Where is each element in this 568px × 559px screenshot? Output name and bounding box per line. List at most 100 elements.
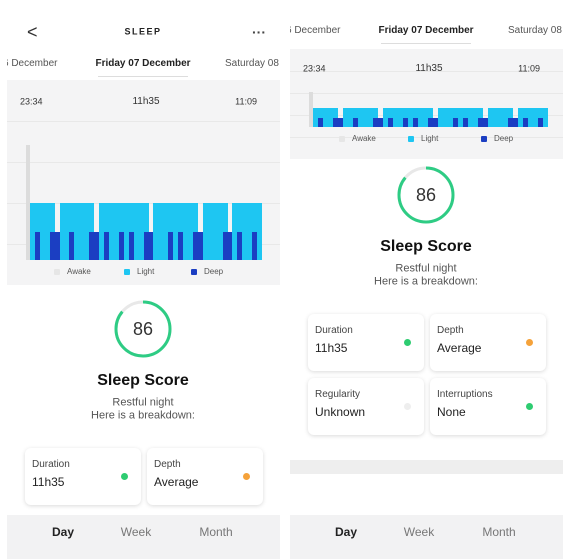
grid-line bbox=[290, 93, 563, 94]
menu-button[interactable]: ··· bbox=[252, 24, 266, 40]
next-date[interactable]: Saturday 08 bbox=[508, 25, 562, 36]
light-sleep-segment bbox=[488, 108, 494, 127]
tab[interactable]: Month bbox=[199, 525, 233, 539]
legend-dot bbox=[481, 136, 487, 142]
tab[interactable]: Month bbox=[482, 525, 516, 539]
light-sleep-segment bbox=[498, 108, 504, 127]
metric-value: Average bbox=[437, 341, 482, 355]
metric-card[interactable]: Depth Average bbox=[430, 314, 546, 371]
metric-card[interactable]: Duration 11h35 bbox=[308, 314, 424, 371]
deep-sleep-segment bbox=[508, 117, 514, 127]
legend-label: Awake bbox=[352, 134, 376, 143]
light-sleep-segment bbox=[478, 108, 484, 118]
light-sleep-segment bbox=[237, 203, 243, 232]
prev-date[interactable]: 6 December bbox=[7, 58, 58, 69]
score-value: 86 bbox=[415, 185, 437, 205]
deep-sleep-segment bbox=[34, 231, 41, 260]
light-sleep-segment bbox=[183, 203, 189, 260]
score-prompt: Here is a breakdown: bbox=[374, 275, 478, 288]
deep-sleep-segment bbox=[428, 117, 434, 127]
light-sleep-segment bbox=[49, 203, 55, 232]
tab[interactable]: Day bbox=[51, 525, 75, 539]
score-summary: Restful night bbox=[112, 396, 174, 409]
light-sleep-segment bbox=[257, 203, 263, 260]
score-ring-arc bbox=[397, 166, 455, 224]
light-sleep-segment bbox=[252, 203, 258, 232]
light-sleep-segment bbox=[358, 108, 364, 127]
tab-bar bbox=[7, 515, 280, 559]
deep-sleep-segment bbox=[222, 231, 228, 260]
metric-label: Depth bbox=[154, 459, 181, 470]
light-sleep-segment bbox=[438, 108, 444, 127]
deep-sleep-segment bbox=[333, 117, 339, 127]
status-dot bbox=[404, 403, 411, 410]
status-dot bbox=[121, 473, 128, 480]
deep-sleep-segment bbox=[128, 231, 134, 260]
light-sleep-segment bbox=[232, 203, 238, 260]
metric-value: 11h35 bbox=[315, 341, 348, 355]
light-sleep-segment bbox=[423, 108, 429, 127]
current-date[interactable]: Friday 07 December bbox=[95, 58, 191, 69]
light-sleep-segment bbox=[64, 203, 70, 260]
deep-sleep-segment bbox=[403, 117, 409, 127]
deep-sleep-segment bbox=[353, 117, 359, 127]
deep-sleep-segment bbox=[178, 231, 184, 260]
legend-dot bbox=[191, 269, 197, 275]
light-sleep-segment bbox=[313, 108, 319, 127]
light-sleep-segment bbox=[34, 203, 41, 232]
chart-start-time: 23:34 bbox=[303, 63, 326, 74]
grid-line bbox=[7, 162, 280, 163]
metric-card[interactable]: Duration 11h35 bbox=[25, 448, 141, 505]
deep-sleep-segment bbox=[433, 117, 439, 127]
light-sleep-segment bbox=[158, 203, 164, 260]
metric-card[interactable]: Depth Average bbox=[147, 448, 263, 505]
back-button[interactable]: < bbox=[27, 22, 38, 42]
light-sleep-segment bbox=[192, 203, 199, 232]
tab-bar bbox=[290, 515, 563, 559]
light-sleep-segment bbox=[222, 203, 228, 232]
light-sleep-segment bbox=[463, 108, 469, 118]
next-date[interactable]: Saturday 08 bbox=[225, 58, 279, 69]
metric-card[interactable]: Interruptions None bbox=[430, 378, 546, 435]
metric-label: Regularity bbox=[315, 389, 361, 400]
metric-card[interactable]: Regularity Unknown bbox=[308, 378, 424, 435]
tab[interactable]: Day bbox=[334, 525, 358, 539]
awake-marker bbox=[26, 145, 30, 260]
light-sleep-segment bbox=[217, 203, 223, 260]
tab[interactable]: Week bbox=[403, 525, 435, 539]
deep-sleep-segment bbox=[388, 117, 394, 127]
deep-sleep-segment bbox=[69, 231, 75, 260]
legend-label: Awake bbox=[67, 267, 91, 276]
light-sleep-segment bbox=[393, 108, 399, 127]
light-sleep-segment bbox=[468, 108, 474, 127]
light-sleep-segment bbox=[59, 203, 65, 260]
light-sleep-segment bbox=[74, 203, 80, 260]
tab[interactable]: Week bbox=[120, 525, 152, 539]
grid-line bbox=[290, 71, 563, 72]
deep-sleep-segment bbox=[197, 231, 204, 260]
light-sleep-segment bbox=[353, 108, 359, 118]
light-sleep-segment bbox=[143, 203, 149, 232]
deep-sleep-segment bbox=[338, 117, 344, 127]
light-sleep-segment bbox=[133, 203, 139, 260]
light-sleep-segment bbox=[113, 203, 120, 260]
deep-sleep-segment bbox=[94, 231, 100, 260]
metric-value: 11h35 bbox=[32, 475, 65, 489]
deep-sleep-segment bbox=[118, 231, 125, 260]
deep-sleep-segment bbox=[148, 231, 154, 260]
prev-date[interactable]: 6 December bbox=[290, 25, 341, 36]
score-ring bbox=[397, 166, 455, 224]
deep-sleep-segment bbox=[168, 231, 174, 260]
grid-line bbox=[290, 137, 563, 138]
legend-dot bbox=[54, 269, 60, 275]
light-sleep-segment bbox=[408, 108, 414, 127]
deep-sleep-segment bbox=[252, 231, 258, 260]
light-sleep-segment bbox=[448, 108, 454, 127]
current-date[interactable]: Friday 07 December bbox=[378, 25, 474, 36]
deep-sleep-segment bbox=[513, 117, 519, 127]
date-underline bbox=[381, 43, 471, 44]
light-sleep-segment bbox=[363, 108, 369, 127]
light-sleep-segment bbox=[104, 203, 110, 232]
deep-sleep-segment bbox=[143, 231, 149, 260]
status-dot bbox=[526, 403, 533, 410]
